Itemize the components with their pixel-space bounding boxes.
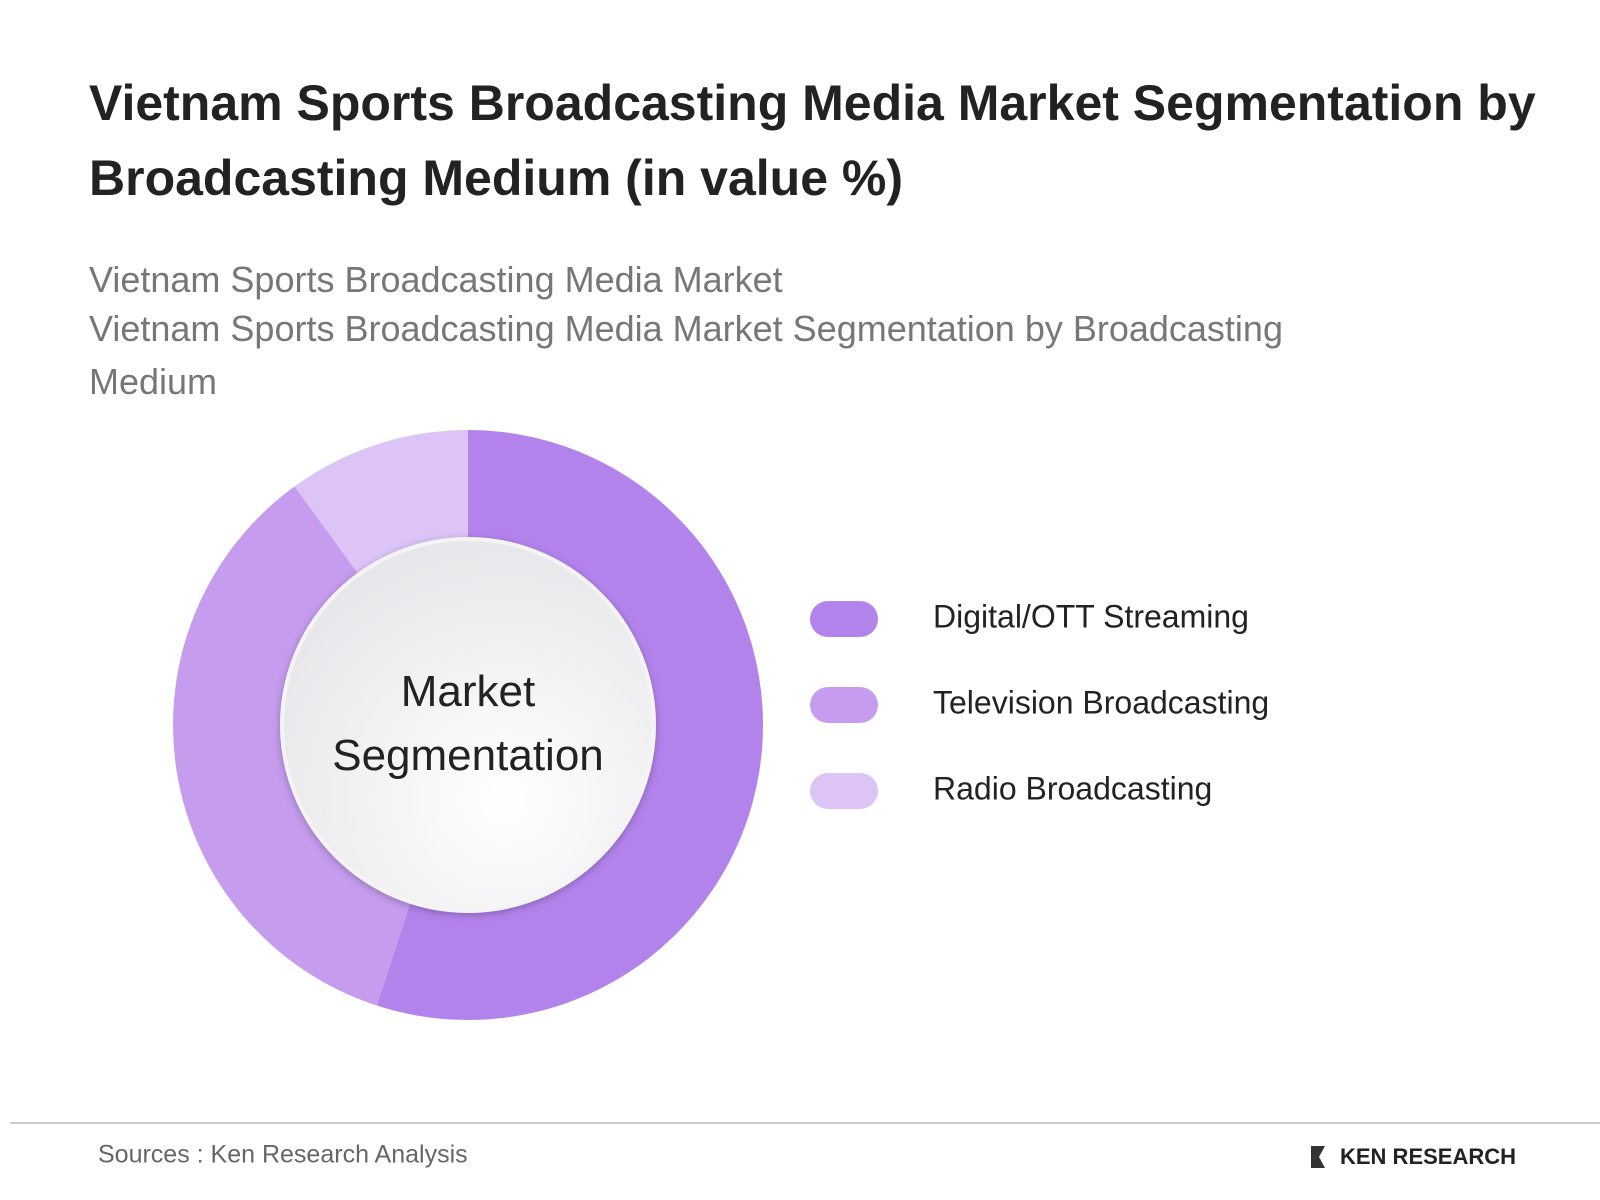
subtitle: Vietnam Sports Broadcasting Media Market…	[89, 308, 1283, 402]
legend-label: Digital/OTT Streaming	[933, 598, 1249, 634]
donut-segment	[173, 486, 413, 1006]
logo: KEN RESEARCH	[1340, 1144, 1516, 1169]
chart-title: Vietnam Sports Broadcasting Media Market…	[89, 75, 1536, 206]
center-disc	[280, 537, 656, 913]
legend-label: Radio Broadcasting	[933, 770, 1212, 806]
legend-swatch	[810, 601, 878, 637]
legend-label: Television Broadcasting	[933, 684, 1269, 720]
logo-icon	[1311, 1146, 1325, 1168]
donut-segment	[376, 430, 764, 1020]
donut-segment	[294, 430, 468, 580]
subtitle: Vietnam Sports Broadcasting Media Market	[89, 259, 783, 300]
source: Sources : Ken Research Analysis	[98, 1141, 468, 1169]
legend-swatch	[810, 773, 878, 809]
center-label: Market Segmentation	[332, 667, 604, 780]
legend-swatch	[810, 687, 878, 723]
